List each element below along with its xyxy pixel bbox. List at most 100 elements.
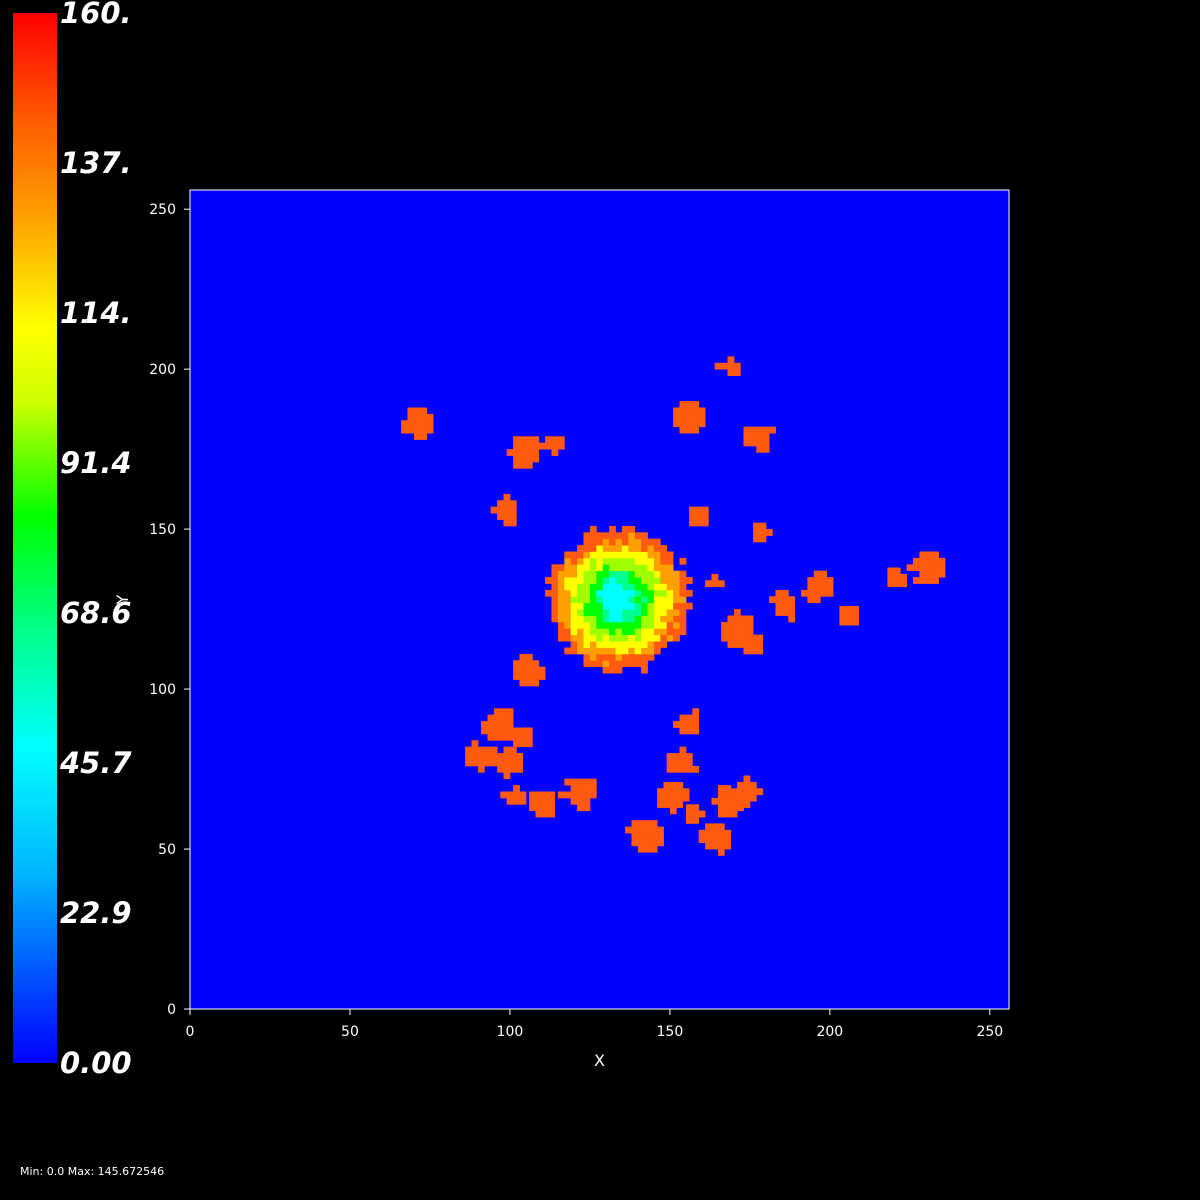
heatmap-cell — [609, 660, 616, 668]
heatmap-cell — [628, 557, 636, 565]
heatmap-cell — [583, 557, 591, 565]
heatmap-cell — [698, 810, 706, 818]
heatmap-cell — [887, 573, 895, 581]
heatmap-cell — [589, 596, 597, 604]
heatmap-cell — [503, 753, 511, 760]
heatmap-cell — [519, 791, 527, 799]
heatmap-cell — [634, 602, 642, 610]
heatmap-cell — [634, 609, 642, 616]
heatmap-cell — [583, 589, 591, 597]
heatmap-cell — [621, 641, 629, 648]
heatmap-cell — [564, 564, 572, 572]
heatmap-cell — [621, 525, 629, 533]
heatmap-cell — [615, 634, 623, 642]
heatmap-cell — [637, 833, 645, 840]
heatmap-cell — [634, 551, 642, 559]
heatmap-cell — [551, 570, 559, 578]
heatmap-cell — [711, 823, 719, 831]
heatmap-cell — [740, 634, 748, 642]
heatmap-cell — [503, 500, 511, 508]
heatmap-cell — [589, 641, 597, 648]
heatmap-cell — [781, 596, 789, 604]
heatmap-cell — [733, 362, 741, 370]
heatmap-cell — [564, 621, 572, 629]
heatmap-cell — [519, 660, 527, 668]
heatmap-cell — [647, 557, 655, 565]
heatmap-cell — [641, 634, 648, 642]
heatmap-cell — [519, 461, 527, 469]
heatmap-cell — [551, 449, 559, 456]
heatmap-cell — [557, 570, 565, 578]
heatmap-cell — [685, 714, 693, 722]
colorbar-tick-label: 0.00 — [60, 1046, 132, 1080]
heatmap-cell — [826, 589, 834, 597]
heatmap-cell — [685, 759, 693, 767]
heatmap-cell — [602, 596, 610, 604]
heatmap-cell — [557, 609, 565, 616]
heatmap-cell — [685, 817, 693, 824]
heatmap-cell — [663, 801, 671, 808]
heatmap-cell — [749, 788, 757, 796]
heatmap-cell — [762, 433, 770, 440]
heatmap-cell — [698, 413, 706, 421]
heatmap-cell — [570, 615, 578, 623]
heatmap-cell — [583, 615, 591, 623]
heatmap-cell — [602, 602, 610, 610]
heatmap-cell — [653, 551, 661, 559]
heatmap-cell — [733, 621, 741, 629]
heatmap-cell — [657, 839, 664, 847]
heatmap-cell — [666, 634, 674, 642]
heatmap-cell — [493, 714, 501, 722]
heatmap-cell — [679, 577, 687, 584]
heatmap-cell — [647, 564, 655, 572]
heatmap-cell — [711, 829, 719, 837]
heatmap-cell — [535, 804, 543, 812]
heatmap-cell — [634, 570, 642, 578]
heatmap-cell — [570, 551, 578, 559]
heatmap-cell — [596, 647, 604, 655]
heatmap-cell — [644, 826, 652, 834]
heatmap-cell — [519, 673, 527, 680]
heatmap-cell — [749, 439, 757, 447]
heatmap-cell — [583, 577, 591, 584]
heatmap-cell — [525, 455, 533, 463]
heatmap-cells — [401, 356, 946, 856]
heatmap-cell — [660, 634, 668, 642]
heatmap-cell — [538, 666, 546, 674]
heatmap-cell — [535, 791, 543, 799]
heatmap-cell — [465, 759, 472, 767]
heatmap-cell — [497, 506, 504, 514]
heatmap-cell — [660, 602, 668, 610]
heatmap-cell — [634, 589, 642, 597]
heatmap-cell — [740, 621, 748, 629]
heatmap-cell — [743, 781, 751, 789]
heatmap-cell — [490, 746, 498, 754]
heatmap-cell — [465, 753, 472, 760]
heatmap-cell — [615, 596, 623, 604]
heatmap-cell — [557, 628, 565, 636]
heatmap-cell — [637, 845, 645, 853]
heatmap-cell — [516, 753, 524, 760]
heatmap-cell — [660, 570, 668, 578]
heatmap-cell — [756, 647, 764, 655]
heatmap-cell — [628, 583, 636, 591]
heatmap-cell — [503, 765, 511, 773]
heatmap-cell — [557, 577, 565, 584]
heatmap-cell — [717, 785, 725, 792]
heatmap-cell — [577, 797, 584, 805]
heatmap-cell — [570, 785, 578, 792]
heatmap-cell — [628, 545, 636, 552]
heatmap-cell — [538, 673, 546, 680]
heatmap-cell — [695, 513, 703, 520]
heatmap-cell — [679, 420, 687, 428]
heatmap-cell — [570, 797, 578, 805]
heatmap-cell — [775, 609, 783, 616]
heatmap-cell — [481, 721, 488, 728]
heatmap-cell — [634, 532, 642, 540]
heatmap-cell — [685, 577, 693, 584]
heatmap-cell — [500, 733, 508, 741]
heatmap-cell — [653, 647, 661, 655]
heatmap-cell — [711, 842, 719, 850]
heatmap-cell — [609, 602, 616, 610]
heatmap-cell — [641, 589, 648, 597]
